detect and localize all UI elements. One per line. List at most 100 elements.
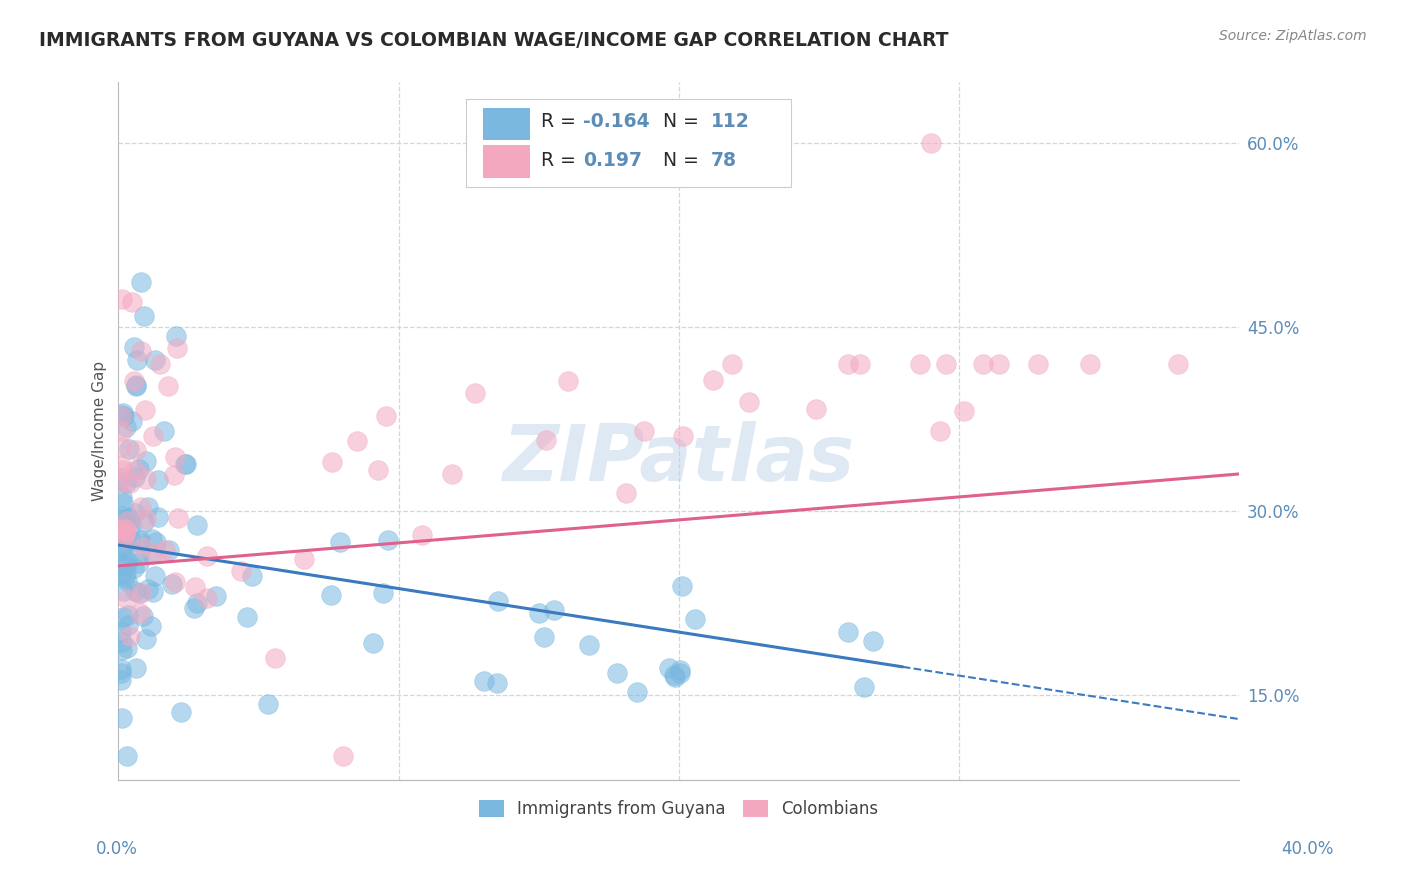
Point <box>165 329 187 343</box>
Point <box>1078 357 1101 371</box>
Y-axis label: Wage/Income Gap: Wage/Income Gap <box>93 361 107 501</box>
Point <box>114 526 136 541</box>
Point <box>163 575 186 590</box>
Point <box>141 532 163 546</box>
Point <box>157 542 180 557</box>
Text: IMMIGRANTS FROM GUYANA VS COLOMBIAN WAGE/INCOME GAP CORRELATION CHART: IMMIGRANTS FROM GUYANA VS COLOMBIAN WAGE… <box>39 31 949 50</box>
Point <box>987 357 1010 371</box>
Point <box>485 675 508 690</box>
Point <box>153 542 176 557</box>
Point <box>321 455 343 469</box>
Point <box>135 454 157 468</box>
Point <box>626 684 648 698</box>
Point <box>117 640 139 655</box>
Text: ZIPatlas: ZIPatlas <box>502 421 855 497</box>
Text: N =: N = <box>651 151 704 170</box>
Point <box>156 378 179 392</box>
Point <box>377 533 399 548</box>
Point <box>186 596 208 610</box>
Point <box>124 583 146 598</box>
Point <box>112 583 135 598</box>
Point <box>136 582 159 596</box>
Point <box>464 386 486 401</box>
Point <box>166 342 188 356</box>
Point <box>132 609 155 624</box>
Point <box>110 540 132 554</box>
Point <box>849 357 872 371</box>
Point <box>658 661 681 675</box>
FancyBboxPatch shape <box>465 99 790 186</box>
Point <box>132 541 155 555</box>
Point <box>536 433 558 447</box>
Text: R =: R = <box>541 151 582 170</box>
Point <box>669 663 692 677</box>
Point <box>111 406 134 420</box>
FancyBboxPatch shape <box>482 145 530 178</box>
Text: 40.0%: 40.0% <box>1281 840 1334 858</box>
Point <box>110 408 132 422</box>
Point <box>118 509 141 524</box>
Point <box>664 670 686 684</box>
Point <box>120 475 142 490</box>
Point <box>121 414 143 428</box>
Point <box>174 457 197 471</box>
Point <box>111 525 134 540</box>
Point <box>110 673 132 688</box>
Point <box>115 566 138 581</box>
Point <box>110 471 132 485</box>
Point <box>115 522 138 536</box>
Point <box>111 462 134 476</box>
Point <box>114 570 136 584</box>
Point <box>721 357 744 371</box>
Point <box>115 559 138 574</box>
Point <box>134 403 156 417</box>
Point <box>127 352 149 367</box>
Point <box>557 375 579 389</box>
Point <box>125 443 148 458</box>
Point <box>115 574 138 588</box>
Point <box>111 643 134 657</box>
Point <box>236 609 259 624</box>
Point <box>935 357 957 371</box>
Point <box>110 441 132 455</box>
Point <box>141 547 163 561</box>
Point <box>160 576 183 591</box>
Point <box>129 344 152 359</box>
Point <box>129 275 152 289</box>
Point <box>124 506 146 520</box>
Point <box>321 588 343 602</box>
Point <box>124 463 146 477</box>
Point <box>837 624 859 639</box>
Point <box>292 552 315 566</box>
Point <box>128 586 150 600</box>
Point <box>146 473 169 487</box>
Point <box>184 580 207 594</box>
Point <box>129 500 152 514</box>
FancyBboxPatch shape <box>482 108 530 140</box>
Point <box>257 697 280 711</box>
Point <box>952 404 974 418</box>
Point <box>110 522 132 536</box>
Point <box>111 424 134 438</box>
Point <box>361 636 384 650</box>
Text: 112: 112 <box>711 112 749 131</box>
Point <box>195 591 218 606</box>
Point <box>145 534 167 549</box>
Point <box>804 402 827 417</box>
Point <box>134 515 156 529</box>
Point <box>411 527 433 541</box>
Point <box>371 586 394 600</box>
Point <box>1026 357 1049 371</box>
Text: 78: 78 <box>711 151 737 170</box>
Point <box>367 462 389 476</box>
Point <box>614 485 637 500</box>
Point <box>115 524 138 539</box>
Point <box>132 309 155 323</box>
Point <box>264 650 287 665</box>
Point <box>115 591 138 606</box>
Point <box>128 557 150 571</box>
Point <box>110 662 132 676</box>
Point <box>374 409 396 423</box>
Point <box>120 518 142 533</box>
Point <box>125 378 148 392</box>
